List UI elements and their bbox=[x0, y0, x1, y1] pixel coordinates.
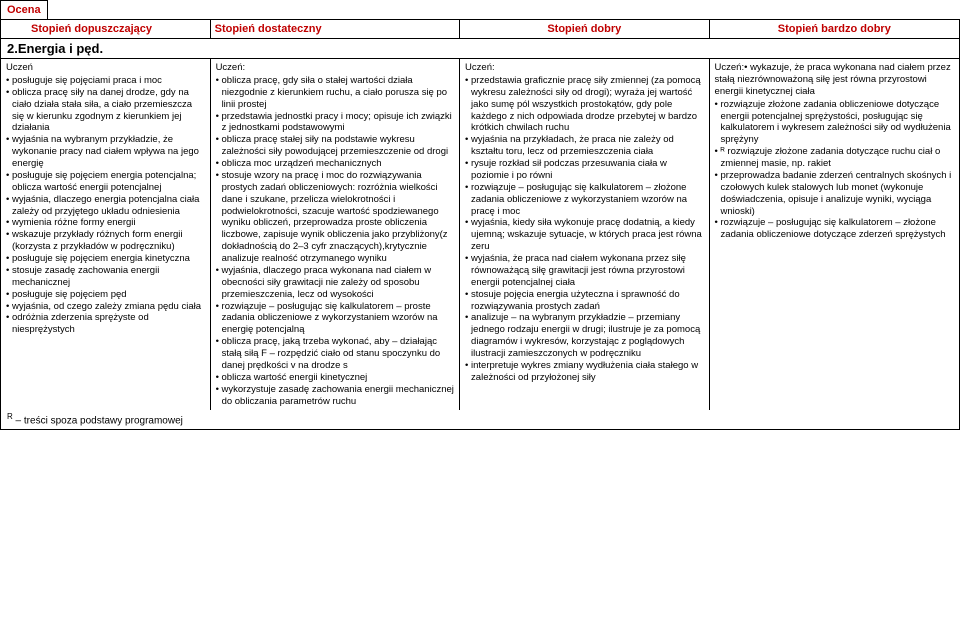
list-item: • przedstawia jednostki pracy i mocy; op… bbox=[216, 111, 454, 135]
item-list: • posługuje się pojęciami praca i moc• o… bbox=[6, 75, 205, 336]
list-item: • oblicza pracę, gdy siła o stałej warto… bbox=[216, 75, 454, 111]
list-item: • rozwiązuje – posługując się kalkulator… bbox=[715, 217, 954, 241]
list-item: • oblicza wartość energii kinetycznej bbox=[216, 372, 454, 384]
footnote: R – treści spoza podstawy programowej bbox=[0, 410, 960, 429]
list-item: • rozwiązuje złożone zadania obliczeniow… bbox=[715, 99, 954, 147]
item-list: • oblicza pracę, gdy siła o stałej warto… bbox=[216, 75, 454, 408]
column-lead: Uczeń: bbox=[465, 62, 703, 74]
list-item: • ᴿ rozwiązuje złożone zadania dotyczące… bbox=[715, 146, 954, 170]
item-list: • przedstawia graficznie pracę siły zmie… bbox=[465, 75, 703, 384]
column-3: Uczeń:• wykazuje, że praca wykonana nad … bbox=[710, 59, 959, 410]
header-bardzo-dobry: Stopień bardzo dobry bbox=[710, 20, 959, 38]
column-lead: Uczeń: bbox=[216, 62, 454, 74]
footnote-text: – treści spoza podstawy programowej bbox=[13, 416, 183, 427]
column-2: Uczeń:• przedstawia graficznie pracę sił… bbox=[460, 59, 709, 410]
list-item: • wymienia różne formy energii bbox=[6, 217, 205, 229]
header-dobry: Stopień dobry bbox=[460, 20, 709, 38]
header-dopuszczajacy: Stopień dopuszczający bbox=[1, 20, 211, 38]
list-item: • wskazuje przykłady różnych form energi… bbox=[6, 229, 205, 253]
table-body: Uczeń• posługuje się pojęciami praca i m… bbox=[0, 59, 960, 410]
header-row: Stopień dopuszczający Stopień dostateczn… bbox=[0, 19, 960, 39]
list-item: • wyjaśnia, dlaczego praca wykonana nad … bbox=[216, 265, 454, 301]
list-item: • wyjaśnia na przykładach, że praca nie … bbox=[465, 134, 703, 158]
column-lead: Uczeń:• wykazuje, że praca wykonana nad … bbox=[715, 62, 954, 98]
header-dostateczny: Stopień dostateczny bbox=[211, 20, 460, 38]
list-item: • wyjaśnia, kiedy siła wykonuje pracę do… bbox=[465, 217, 703, 253]
list-item: • przedstawia graficznie pracę siły zmie… bbox=[465, 75, 703, 134]
list-item: • oblicza pracę siły na danej drodze, gd… bbox=[6, 87, 205, 135]
column-lead: Uczeń bbox=[6, 62, 205, 74]
section-title: 2.Energia i pęd. bbox=[0, 39, 960, 59]
list-item: • interpretuje wykres zmiany wydłużenia … bbox=[465, 360, 703, 384]
list-item: • wyjaśnia na wybranym przykładzie, że w… bbox=[6, 134, 205, 170]
item-list: • rozwiązuje złożone zadania obliczeniow… bbox=[715, 99, 954, 242]
list-item: • wyjaśnia, od czego zależy zmiana pędu … bbox=[6, 301, 205, 313]
column-1: Uczeń:• oblicza pracę, gdy siła o stałej… bbox=[211, 59, 460, 410]
list-item: • oblicza moc urządzeń mechanicznych bbox=[216, 158, 454, 170]
list-item: • oblicza pracę stałej siły na podstawie… bbox=[216, 134, 454, 158]
list-item: • posługuje się pojęciem pęd bbox=[6, 289, 205, 301]
list-item: • odróżnia zderzenia sprężyste od niespr… bbox=[6, 312, 205, 336]
column-0: Uczeń• posługuje się pojęciami praca i m… bbox=[1, 59, 211, 410]
list-item: • rozwiązuje – posługując się kalkulator… bbox=[465, 182, 703, 218]
list-item: • analizuje – na wybranym przykładzie – … bbox=[465, 312, 703, 360]
list-item: • oblicza pracę, jaką trzeba wykonać, ab… bbox=[216, 336, 454, 372]
list-item: • posługuje się pojęciami praca i moc bbox=[6, 75, 205, 87]
list-item: • rysuje rozkład sił podczas przesuwania… bbox=[465, 158, 703, 182]
list-item: • wyjaśnia, że praca nad ciałem wykonana… bbox=[465, 253, 703, 289]
list-item: • posługuje się pojęciem energia potencj… bbox=[6, 170, 205, 194]
list-item: • stosuje wzory na pracę i moc do rozwią… bbox=[216, 170, 454, 265]
list-item: • stosuje zasadę zachowania energii mech… bbox=[6, 265, 205, 289]
list-item: • stosuje pojęcia energia użyteczna i sp… bbox=[465, 289, 703, 313]
list-item: • wyjaśnia, dlaczego energia potencjalna… bbox=[6, 194, 205, 218]
ocena-label: Ocena bbox=[0, 0, 48, 19]
list-item: • posługuje się pojęciem energia kinetyc… bbox=[6, 253, 205, 265]
list-item: • przeprowadza badanie zderzeń centralny… bbox=[715, 170, 954, 218]
list-item: • rozwiązuje – posługując się kalkulator… bbox=[216, 301, 454, 337]
list-item: • wykorzystuje zasadę zachowania energii… bbox=[216, 384, 454, 408]
